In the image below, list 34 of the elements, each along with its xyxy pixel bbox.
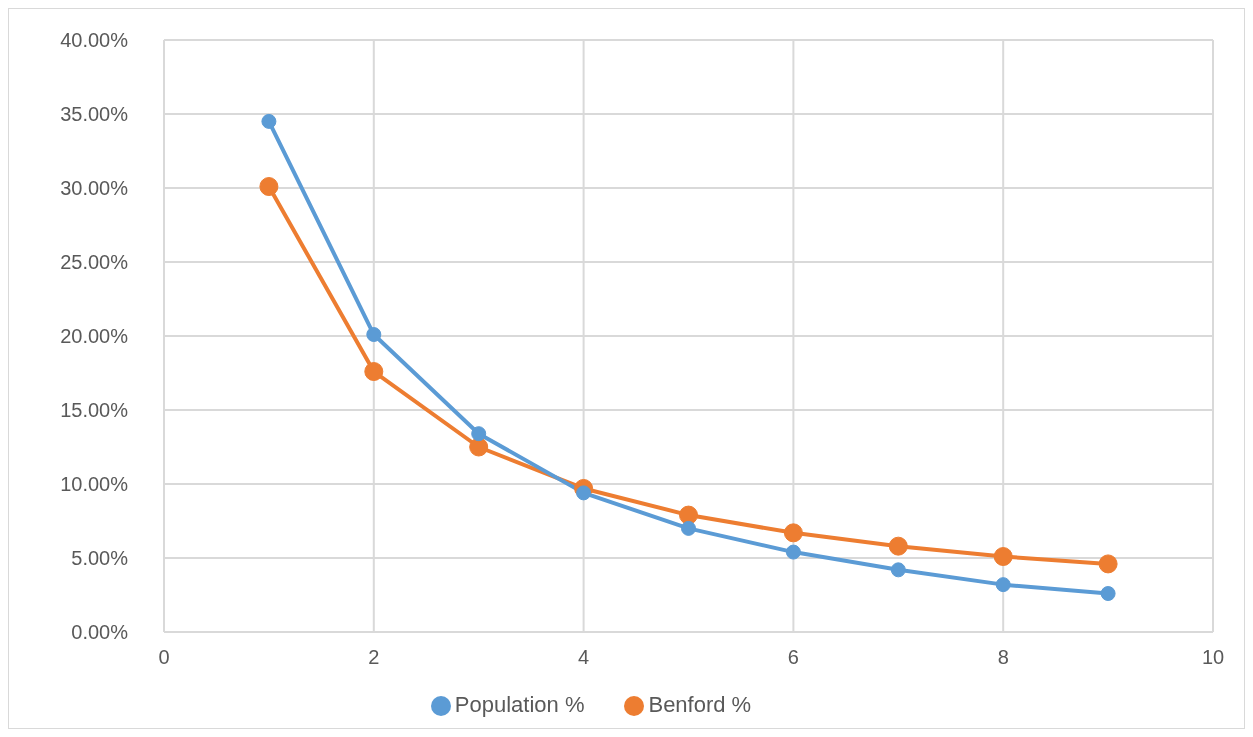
y-tick-label: 0.00% [71,621,129,644]
y-tick-label: 35.00% [60,103,129,126]
y-tick-label: 10.00% [60,473,129,496]
point [890,562,906,578]
x-tick-label: 4 [578,646,590,669]
y-tick-label: 25.00% [60,251,129,274]
legend-label: Population % [454,692,585,717]
point [1098,554,1118,574]
point [364,362,384,382]
y-tick-label: 15.00% [60,399,129,422]
legend-label: Benford % [648,692,752,717]
x-tick-label: 8 [997,646,1009,669]
point [783,523,803,543]
point [993,547,1013,567]
point [1100,586,1116,602]
x-tick-label: 0 [158,646,170,669]
point [785,544,801,560]
y-tick-label: 5.00% [71,547,129,570]
point [681,520,696,536]
x-tick-label: 2 [368,646,380,669]
y-tick-label: 30.00% [60,177,129,200]
point [576,485,592,501]
y-tick-label: 20.00% [60,325,129,348]
x-tick-label: 6 [787,646,799,669]
x-tick-label: 10 [1201,646,1225,669]
point [471,426,487,442]
point [888,536,908,556]
point [259,177,279,197]
point [995,577,1011,593]
point [469,437,489,457]
point [679,505,698,525]
point [366,327,382,343]
y-tick-label: 40.00% [60,29,129,52]
point [261,113,277,129]
